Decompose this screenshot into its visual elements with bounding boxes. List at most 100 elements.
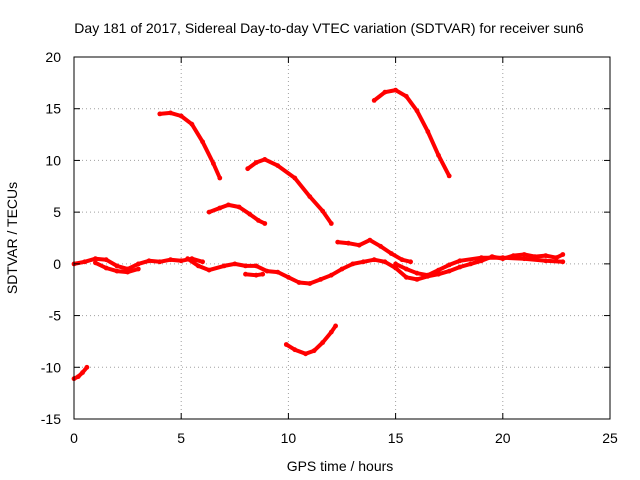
data-point	[307, 194, 313, 200]
y-tick-label: 5	[53, 204, 61, 220]
y-tick-label: 0	[53, 256, 61, 272]
data-point	[388, 251, 394, 256]
data-point	[414, 270, 420, 276]
data-point	[84, 364, 90, 370]
data-point	[103, 265, 109, 271]
data-point	[253, 272, 259, 278]
data-point	[217, 175, 223, 181]
data-point	[253, 160, 259, 165]
data-point	[393, 87, 398, 93]
data-point	[135, 261, 141, 267]
data-point	[408, 259, 413, 265]
data-point	[414, 277, 420, 282]
data-point	[436, 271, 441, 277]
data-point	[393, 261, 398, 267]
data-point	[307, 281, 313, 286]
data-point	[403, 93, 409, 99]
data-point	[245, 166, 251, 172]
chart-title: Day 181 of 2017, Sidereal Day-to-day VTE…	[74, 20, 584, 36]
data-point	[554, 255, 559, 261]
data-point	[339, 266, 345, 272]
data-point	[399, 257, 405, 263]
data-point	[403, 274, 409, 280]
data-point	[356, 242, 362, 248]
y-axis-label: SDTVAR / TECUs	[4, 182, 20, 294]
data-point	[103, 257, 109, 263]
data-point	[543, 253, 549, 258]
data-point	[346, 240, 351, 246]
data-point	[560, 252, 566, 257]
x-tick-label: 5	[177, 430, 185, 446]
data-point	[521, 252, 527, 257]
tick-group	[73, 56, 611, 420]
data-point	[260, 271, 266, 277]
series-seg-j	[243, 271, 266, 278]
data-point	[361, 259, 366, 265]
data-point	[543, 258, 549, 264]
series-seg-f	[335, 237, 413, 265]
data-point	[262, 221, 268, 226]
data-point	[414, 108, 420, 114]
x-tick-label: 15	[388, 430, 404, 446]
series-line	[157, 110, 222, 180]
series-seg-e	[206, 202, 268, 226]
y-tick-label: -5	[49, 308, 62, 324]
data-point	[283, 342, 289, 347]
data-point	[114, 268, 120, 274]
data-point	[292, 175, 298, 181]
data-point	[371, 257, 377, 263]
data-point	[93, 256, 98, 262]
data-point	[446, 173, 452, 179]
data-point	[446, 262, 452, 268]
data-point	[243, 271, 248, 277]
data-point	[146, 258, 152, 264]
data-point	[264, 268, 270, 274]
data-point	[328, 329, 334, 335]
data-point	[185, 256, 191, 262]
data-point	[82, 259, 88, 265]
y-tick-label: 10	[45, 152, 61, 168]
series-group	[71, 87, 566, 382]
grid-group	[74, 57, 610, 419]
series-line	[245, 157, 334, 226]
data-point	[253, 263, 259, 269]
data-point	[168, 110, 173, 116]
data-point	[328, 272, 334, 278]
data-point	[311, 348, 317, 354]
data-point	[350, 261, 356, 267]
data-point	[236, 204, 242, 210]
data-point	[200, 259, 206, 265]
data-point	[247, 211, 253, 217]
data-point	[93, 260, 98, 266]
series-seg-a	[71, 364, 90, 382]
data-point	[232, 261, 238, 267]
data-point	[125, 269, 130, 275]
data-point	[457, 264, 463, 270]
x-tick-label: 0	[70, 430, 78, 446]
data-point	[521, 256, 527, 262]
data-point	[393, 265, 398, 271]
data-point	[371, 98, 377, 103]
plot-frame	[73, 56, 611, 420]
data-point	[318, 277, 323, 282]
data-point	[157, 259, 163, 265]
data-point	[75, 374, 81, 379]
data-point	[457, 258, 463, 264]
data-point	[425, 129, 431, 134]
data-point	[500, 255, 506, 261]
data-point	[275, 269, 281, 275]
data-point	[292, 347, 298, 353]
data-point	[275, 163, 281, 169]
x-tick-label: 25	[602, 430, 618, 446]
data-point	[436, 152, 441, 158]
data-point	[468, 261, 473, 267]
data-point	[196, 263, 201, 269]
data-point	[200, 139, 206, 145]
data-point	[206, 267, 212, 273]
y-tick-label: 15	[45, 101, 61, 117]
y-tick-label: 20	[45, 49, 61, 65]
data-point	[320, 340, 326, 345]
data-point	[303, 351, 308, 357]
data-point	[189, 121, 195, 127]
data-point	[382, 259, 388, 265]
